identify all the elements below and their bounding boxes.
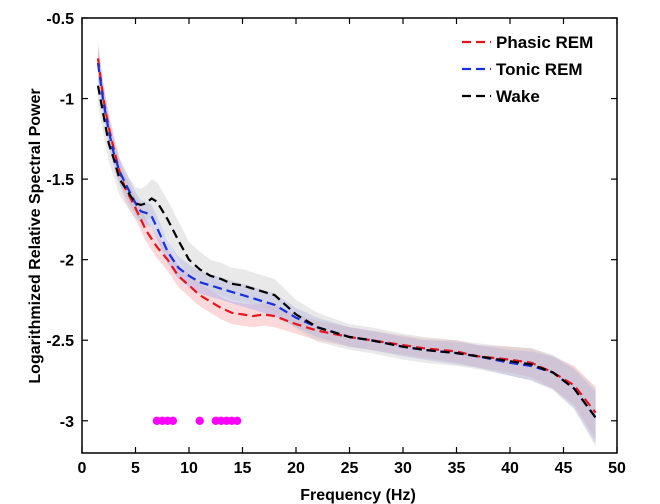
confidence-bands bbox=[98, 42, 596, 447]
wake-band bbox=[98, 66, 596, 447]
wake-line bbox=[96, 85, 597, 419]
x-tick-label: 0 bbox=[78, 460, 87, 477]
x-tick-label: 10 bbox=[180, 460, 198, 477]
x-tick-label: 45 bbox=[555, 460, 573, 477]
significance-marker bbox=[232, 416, 242, 425]
y-tick-label: -1 bbox=[60, 92, 74, 109]
x-axis-ticks: 0 5 10 15 20 25 30 35 40 45 50 bbox=[78, 18, 626, 477]
x-tick-label: 50 bbox=[608, 460, 626, 477]
wake-legend-label: Wake bbox=[496, 87, 540, 106]
tonic-rem-line bbox=[96, 62, 597, 419]
tonic-rem-band bbox=[98, 47, 596, 444]
y-axis-ticks: -3 -2.5 -2 -1.5 -1 -0.5 bbox=[46, 11, 617, 431]
y-axis-label: Logarithmized Relative Spectral Power bbox=[27, 88, 44, 383]
x-tick-label: 20 bbox=[287, 460, 305, 477]
y-tick-label: -3 bbox=[60, 414, 74, 431]
x-tick-label: 35 bbox=[448, 460, 466, 477]
x-tick-label: 5 bbox=[131, 460, 140, 477]
x-tick-label: 30 bbox=[394, 460, 412, 477]
y-tick-label: -1.5 bbox=[46, 172, 74, 189]
significance-marker bbox=[195, 416, 204, 425]
legend: Phasic REM Tonic REM Wake bbox=[462, 33, 593, 106]
phasic-rem-line bbox=[96, 58, 597, 414]
significance-marker bbox=[168, 416, 178, 425]
x-tick-label: 40 bbox=[501, 460, 519, 477]
series-lines bbox=[96, 58, 597, 419]
y-tick-label: -2 bbox=[60, 253, 74, 270]
x-tick-label: 15 bbox=[234, 460, 252, 477]
x-axis-label: Frequency (Hz) bbox=[300, 487, 416, 504]
significance-markers bbox=[152, 416, 242, 425]
x-tick-label: 25 bbox=[341, 460, 359, 477]
y-tick-label: -2.5 bbox=[46, 333, 74, 350]
tonic-rem-legend-label: Tonic REM bbox=[496, 60, 583, 79]
phasic-rem-legend-label: Phasic REM bbox=[496, 33, 593, 52]
y-tick-label: -0.5 bbox=[46, 11, 74, 28]
